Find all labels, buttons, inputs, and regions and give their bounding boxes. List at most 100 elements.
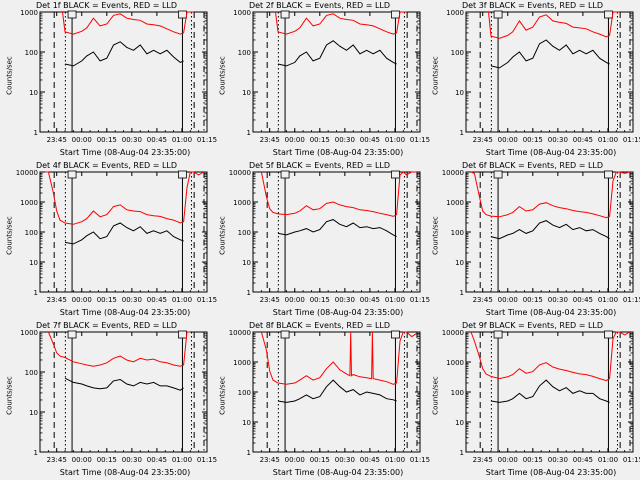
x-tick-label: 01:00 [385, 456, 405, 464]
x-tick-label: 23:45 [260, 136, 280, 144]
marker-box [280, 10, 290, 19]
x-tick-label: 23:45 [473, 136, 493, 144]
lld-series-line [45, 171, 204, 225]
x-tick-label: 01:00 [172, 296, 192, 304]
x-tick-label: 00:00 [498, 456, 518, 464]
y-tick-label: 100 [238, 229, 251, 237]
lld-series-line [260, 171, 417, 217]
marker-box [67, 10, 77, 19]
x-axis-label: Start Time (08-Aug-04 23:35:00) [272, 308, 404, 317]
x-tick-label: 23:45 [473, 296, 493, 304]
x-tick-label: 01:00 [598, 136, 618, 144]
marker-box [178, 170, 187, 179]
plot-svg: 1 10 100 1000 10000 23:45 00:00 00:15 00:30 00:45… [442, 169, 640, 304]
x-tick-label: 00:00 [72, 456, 92, 464]
x-tick-label: 01:00 [172, 136, 192, 144]
x-tick-label: 23:45 [260, 296, 280, 304]
x-tick-label: 23:45 [473, 456, 493, 464]
x-tick-label: 01:15 [410, 456, 430, 464]
y-tick-label: 1 [34, 289, 38, 297]
plot-svg: 1 10 100 1000 23:45 00:00 00:15 00:30 00:45 01:00… [233, 9, 430, 144]
plot-svg: 1 10 100 1000 10000 23:45 00:00 00:15 00:30 00:45… [442, 329, 640, 464]
y-tick-label: 10 [242, 259, 251, 267]
plot-svg: 1 10 100 1000 10000 23:45 00:00 00:15 00:30 00:45… [229, 329, 430, 464]
x-tick-label: 01:15 [623, 456, 640, 464]
y-tick-label: 10 [242, 419, 251, 427]
panel-title: Det 6f BLACK = Events, RED = LLD [461, 161, 604, 170]
lld-series-line [47, 331, 191, 367]
x-tick-label: 23:45 [47, 136, 67, 144]
lld-series-line [62, 11, 194, 35]
x-axis-label: Start Time (08-Aug-04 23:35:00) [485, 468, 617, 477]
plot-svg: 1 10 100 1000 23:45 00:00 00:15 00:30 00:45 01:00… [20, 329, 217, 464]
y-tick-label: 10000 [442, 169, 464, 177]
x-tick-label: 00:00 [285, 136, 305, 144]
y-tick-label: 100 [25, 229, 38, 237]
x-tick-label: 01:15 [410, 136, 430, 144]
x-tick-label: 01:00 [598, 296, 618, 304]
x-tick-label: 01:00 [385, 136, 405, 144]
x-tick-label: 01:00 [172, 456, 192, 464]
marker-box [67, 170, 77, 179]
y-tick-label: 10 [242, 89, 251, 97]
y-tick-label: 1 [247, 449, 251, 457]
panel-title: Det 1f BLACK = Events, RED = LLD [35, 1, 178, 10]
y-tick-label: 10000 [16, 169, 38, 177]
x-tick-label: 00:00 [285, 456, 305, 464]
y-tick-label: 1 [34, 449, 38, 457]
x-tick-label: 00:15 [523, 456, 543, 464]
plot-svg: 1 10 100 1000 23:45 00:00 00:15 00:30 00:45 01:00… [20, 9, 217, 144]
detector-panel: Det 5f BLACK = Events, RED = LLD Start Ti… [213, 160, 431, 320]
marker-box [391, 10, 400, 19]
y-tick-label: 1000 [233, 359, 251, 367]
x-tick-label: 00:30 [122, 456, 142, 464]
y-tick-label: 1000 [233, 9, 251, 17]
x-tick-label: 23:45 [47, 296, 67, 304]
panel-title: Det 2f BLACK = Events, RED = LLD [248, 1, 391, 10]
panel-title: Det 3f BLACK = Events, RED = LLD [461, 1, 604, 10]
x-tick-label: 00:30 [548, 296, 568, 304]
events-series-line [490, 379, 610, 403]
y-tick-label: 1000 [20, 329, 38, 337]
x-tick-label: 00:30 [335, 136, 355, 144]
x-tick-label: 00:45 [573, 296, 593, 304]
y-tick-label: 1 [247, 289, 251, 297]
marker-box [604, 10, 613, 19]
x-tick-label: 00:15 [310, 456, 330, 464]
x-tick-label: 00:00 [285, 296, 305, 304]
x-axis-label: Start Time (08-Aug-04 23:35:00) [59, 468, 191, 477]
events-series-line [64, 41, 184, 67]
x-tick-label: 01:15 [197, 456, 217, 464]
x-axis-label: Start Time (08-Aug-04 23:35:00) [59, 148, 191, 157]
x-tick-label: 00:00 [72, 136, 92, 144]
detector-panel: Det 1f BLACK = Events, RED = LLD Start Ti… [0, 0, 218, 160]
y-tick-label: 10000 [229, 329, 251, 337]
x-tick-label: 00:45 [360, 456, 380, 464]
y-tick-label: 100 [451, 229, 464, 237]
x-tick-label: 01:15 [410, 296, 430, 304]
lld-series-line [488, 11, 620, 39]
marker-box [493, 170, 503, 179]
x-tick-label: 00:15 [523, 136, 543, 144]
plot-svg: 1 10 100 1000 10000 23:45 00:00 00:15 00:30 00:45… [229, 169, 430, 304]
x-tick-label: 00:00 [72, 296, 92, 304]
y-tick-label: 10 [455, 419, 464, 427]
x-tick-label: 00:45 [360, 296, 380, 304]
x-tick-label: 00:45 [573, 136, 593, 144]
x-tick-label: 00:15 [310, 296, 330, 304]
x-tick-label: 01:15 [623, 136, 640, 144]
x-axis-label: Start Time (08-Aug-04 23:35:00) [59, 308, 191, 317]
x-tick-label: 00:00 [498, 136, 518, 144]
panel-title: Det 4f BLACK = Events, RED = LLD [35, 161, 178, 170]
y-tick-label: 10 [455, 89, 464, 97]
x-tick-label: 00:15 [310, 136, 330, 144]
events-series-line [277, 379, 397, 403]
y-tick-label: 1000 [446, 359, 464, 367]
lld-series-line [260, 331, 417, 385]
panel-title: Det 8f BLACK = Events, RED = LLD [248, 321, 391, 330]
marker-box [391, 170, 400, 179]
x-tick-label: 00:30 [335, 456, 355, 464]
x-tick-label: 00:45 [147, 136, 167, 144]
x-axis-label: Start Time (08-Aug-04 23:35:00) [272, 148, 404, 157]
